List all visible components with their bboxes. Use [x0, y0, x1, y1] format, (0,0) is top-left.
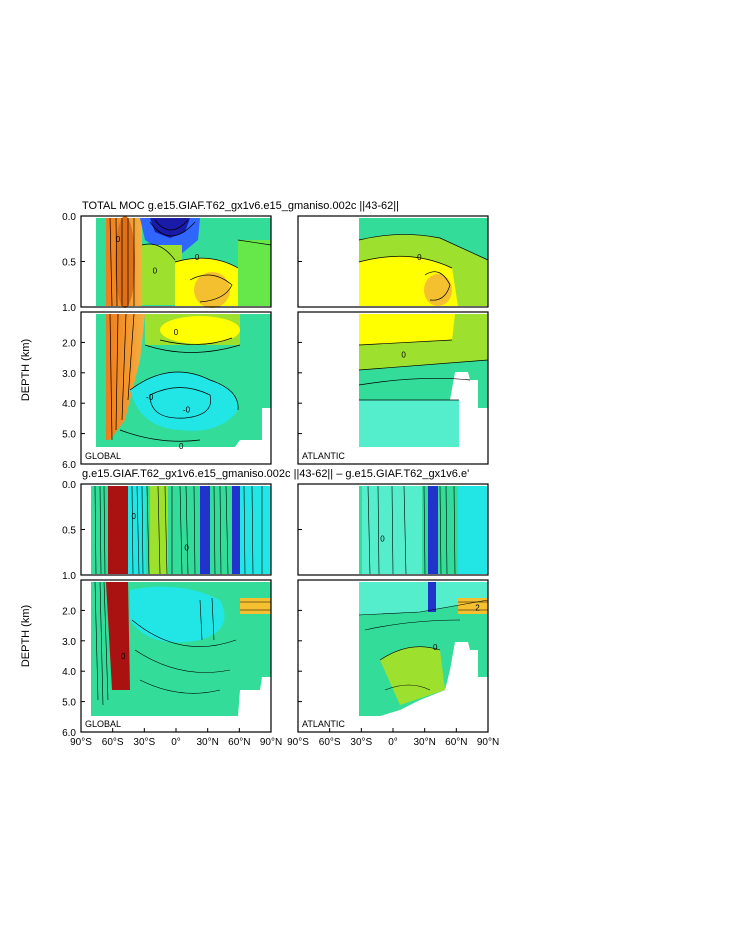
field-diff-blue [428, 486, 438, 574]
y-axis-label-top: DEPTH (km) [20, 339, 32, 401]
y-tick-label: 5.0 [62, 698, 76, 709]
y-tick-label: 0.5 [62, 258, 76, 269]
contour-label: 0 [153, 267, 158, 276]
field-diff-amber [240, 598, 271, 614]
contour-label: 0 [380, 535, 385, 544]
x-tick-label: 60°N [228, 737, 250, 748]
y-tick-label: 1.0 [62, 303, 76, 314]
field-diff-cyan-2 [458, 486, 488, 574]
contour-label: 0 [184, 544, 189, 553]
y-tick-label: 2.0 [62, 338, 76, 349]
x-tick-label: 90°S [70, 737, 92, 748]
y-tick-label: 3.0 [62, 637, 76, 648]
field-diff-red [106, 582, 130, 690]
panel-bottom-global-upper [80, 483, 272, 576]
contour-lines [358, 234, 489, 301]
x-tick-label: 60°S [102, 737, 124, 748]
panel-label-atlantic: ATLANTIC [302, 719, 345, 729]
y-tick-label: 4.0 [62, 667, 76, 678]
x-tick-label: 30°N [413, 737, 435, 748]
field-amoc-core [424, 274, 452, 306]
contour-label: 0 [179, 442, 184, 451]
contour-label: 0 [132, 512, 137, 521]
field-tropical-core [150, 218, 190, 238]
y-tick-label: 3.0 [62, 369, 76, 380]
contour-label: 0 [417, 253, 422, 262]
field-southern-ocean-cell [106, 314, 145, 440]
x-tick-label: 30°S [350, 737, 372, 748]
y-tick-label: 0.0 [62, 480, 76, 491]
contour-label: 2 [475, 603, 480, 612]
top-figure-title: TOTAL MOC g.e15.GIAF.T62_gx1v6.e15_gmani… [82, 200, 399, 212]
y-tick-label: 6.0 [62, 728, 76, 739]
field-diff-blue [200, 486, 210, 574]
y-tick-label: 4.0 [62, 399, 76, 410]
x-tick-label: 60°N [445, 737, 467, 748]
field-diff-lime [380, 646, 445, 705]
x-tick-label: 90°N [477, 737, 499, 748]
panel-bottom-atlantic-upper [297, 483, 489, 576]
x-tick-label: 60°S [319, 737, 341, 748]
contour-lines [358, 599, 489, 691]
panel-bottom-global-lower [80, 579, 272, 733]
panel-label-global: GLOBAL [85, 451, 121, 461]
field-amoc-lower [359, 314, 455, 345]
panel-top-atlantic-upper [297, 215, 489, 308]
contour-lines [94, 485, 263, 575]
y-tick-label: 6.0 [62, 460, 76, 471]
field-diff-red [108, 486, 128, 574]
field-diff-cyan [359, 582, 488, 615]
contour-label: -0 [146, 393, 154, 402]
field-diff-cyan [130, 586, 225, 643]
x-tick-label: 30°N [196, 737, 218, 748]
contour-label: 0 [174, 328, 179, 337]
contour-label: -0 [183, 405, 191, 414]
y-tick-label: 5.0 [62, 430, 76, 441]
chart-marks: GLOBAL 0 0 0 0 -0 -0 0 0.0 0.5 1.0 2.0 3.0 4.0 5.0 6.0 A… [62, 212, 499, 748]
x-tick-label: 30°S [133, 737, 155, 748]
contour-label: 0 [433, 643, 438, 652]
y-tick-label: 1.0 [62, 571, 76, 582]
x-tick-label: 0° [171, 737, 181, 748]
contour-lines [94, 581, 271, 706]
contour-label: 0 [195, 253, 200, 262]
field-diff-blue [428, 582, 436, 612]
contour-label: 0 [116, 235, 121, 244]
contour-lines [367, 485, 456, 575]
contour-label: 0 [401, 351, 406, 360]
panel-bottom-atlantic-lower [297, 579, 489, 733]
panel-top-atlantic-lower [297, 311, 489, 465]
panel-top-global-upper [80, 215, 272, 308]
bottom-figure-title: g.e15.GIAF.T62_gx1v6.e15_gmaniso.002c ||… [82, 468, 469, 480]
y-tick-label: 0.5 [62, 526, 76, 537]
x-tick-label: 90°S [287, 737, 309, 748]
field-diff-blue-2 [232, 486, 240, 574]
contour-lines [358, 339, 489, 401]
field-southern-core [115, 216, 135, 308]
x-tick-label: 90°N [260, 737, 282, 748]
contour-label: 0 [121, 652, 126, 661]
field-amoc-core [194, 272, 230, 308]
contour-lines [109, 313, 241, 442]
field-diff-cyan-2 [240, 486, 271, 574]
x-tick-label: 0° [388, 737, 398, 748]
panel-label-atlantic: ATLANTIC [302, 451, 345, 461]
panel-top-global-lower [80, 311, 272, 465]
field-diff-amber [458, 598, 488, 614]
panel-label-global: GLOBAL [85, 719, 121, 729]
field-deep [359, 400, 459, 447]
field-amoc-lower [160, 316, 240, 344]
y-axis-label-bottom: DEPTH (km) [20, 605, 32, 667]
contour-lines [109, 217, 272, 307]
y-tick-label: 0.0 [62, 212, 76, 223]
field-aabw-cell [130, 372, 239, 431]
field-north [238, 240, 271, 306]
y-tick-label: 2.0 [62, 606, 76, 617]
